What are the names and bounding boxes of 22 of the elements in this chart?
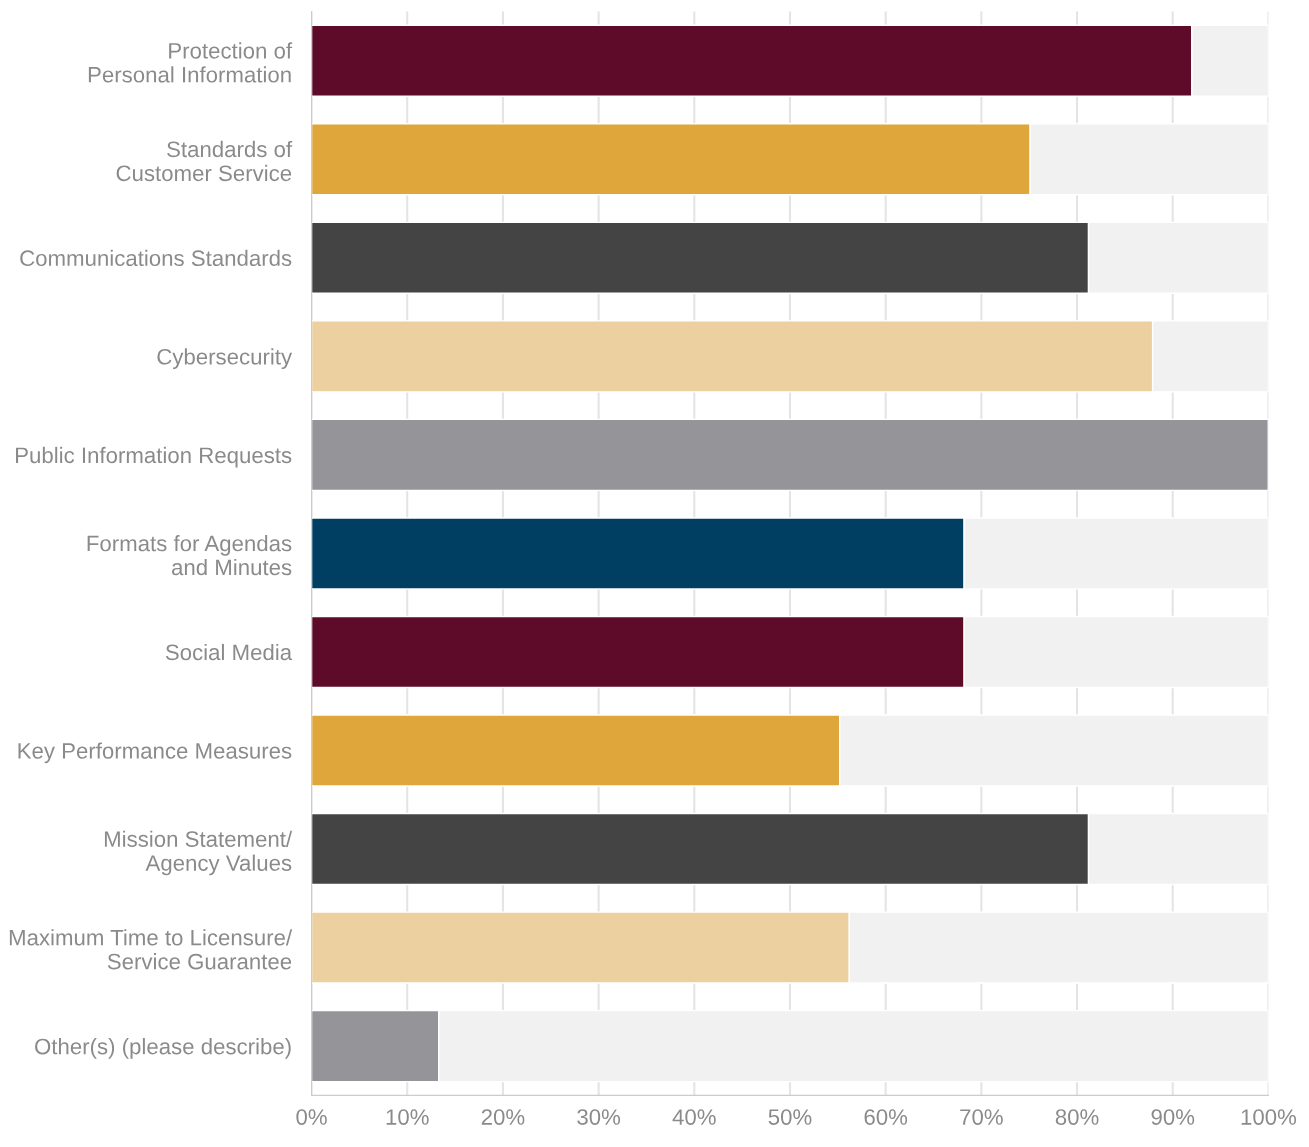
y-tick-label: Other(s) (please describe) — [35, 1038, 291, 1059]
y-tick-label: Key Performance Measures — [18, 742, 292, 764]
x-tick-label: 100% — [1241, 1109, 1297, 1125]
x-tick-label: 0% — [296, 1109, 327, 1125]
y-tick-label: Standards of Customer Service — [116, 140, 293, 182]
y-tick-label: Maximum Time to Licensure/ Service Guarantee — [9, 929, 293, 970]
x-tick-label: 20% — [481, 1109, 525, 1125]
x-tick-label: 10% — [386, 1109, 429, 1125]
x-tick-label: 70% — [960, 1109, 1003, 1125]
x-tick-label: 40% — [672, 1109, 716, 1125]
y-tick-label: Public Information Requests — [16, 446, 292, 468]
y-tick-label: Protection of Personal Information — [88, 42, 293, 83]
y-tick-label: Social Media — [165, 643, 293, 661]
y-tick-label: Mission Statement/ Agency Values — [104, 830, 293, 876]
y-tick-label: Communications Standards — [20, 249, 292, 267]
x-tick-label: 60% — [864, 1109, 908, 1125]
x-tick-label: 80% — [1055, 1109, 1099, 1125]
x-tick-label: 50% — [768, 1109, 812, 1125]
x-tick-label: 30% — [577, 1109, 621, 1125]
x-tick-label: 90% — [1151, 1109, 1195, 1125]
y-tick-label: Formats for Agendas and Minutes — [87, 535, 292, 576]
y-tick-label: Cybersecurity — [157, 348, 293, 370]
